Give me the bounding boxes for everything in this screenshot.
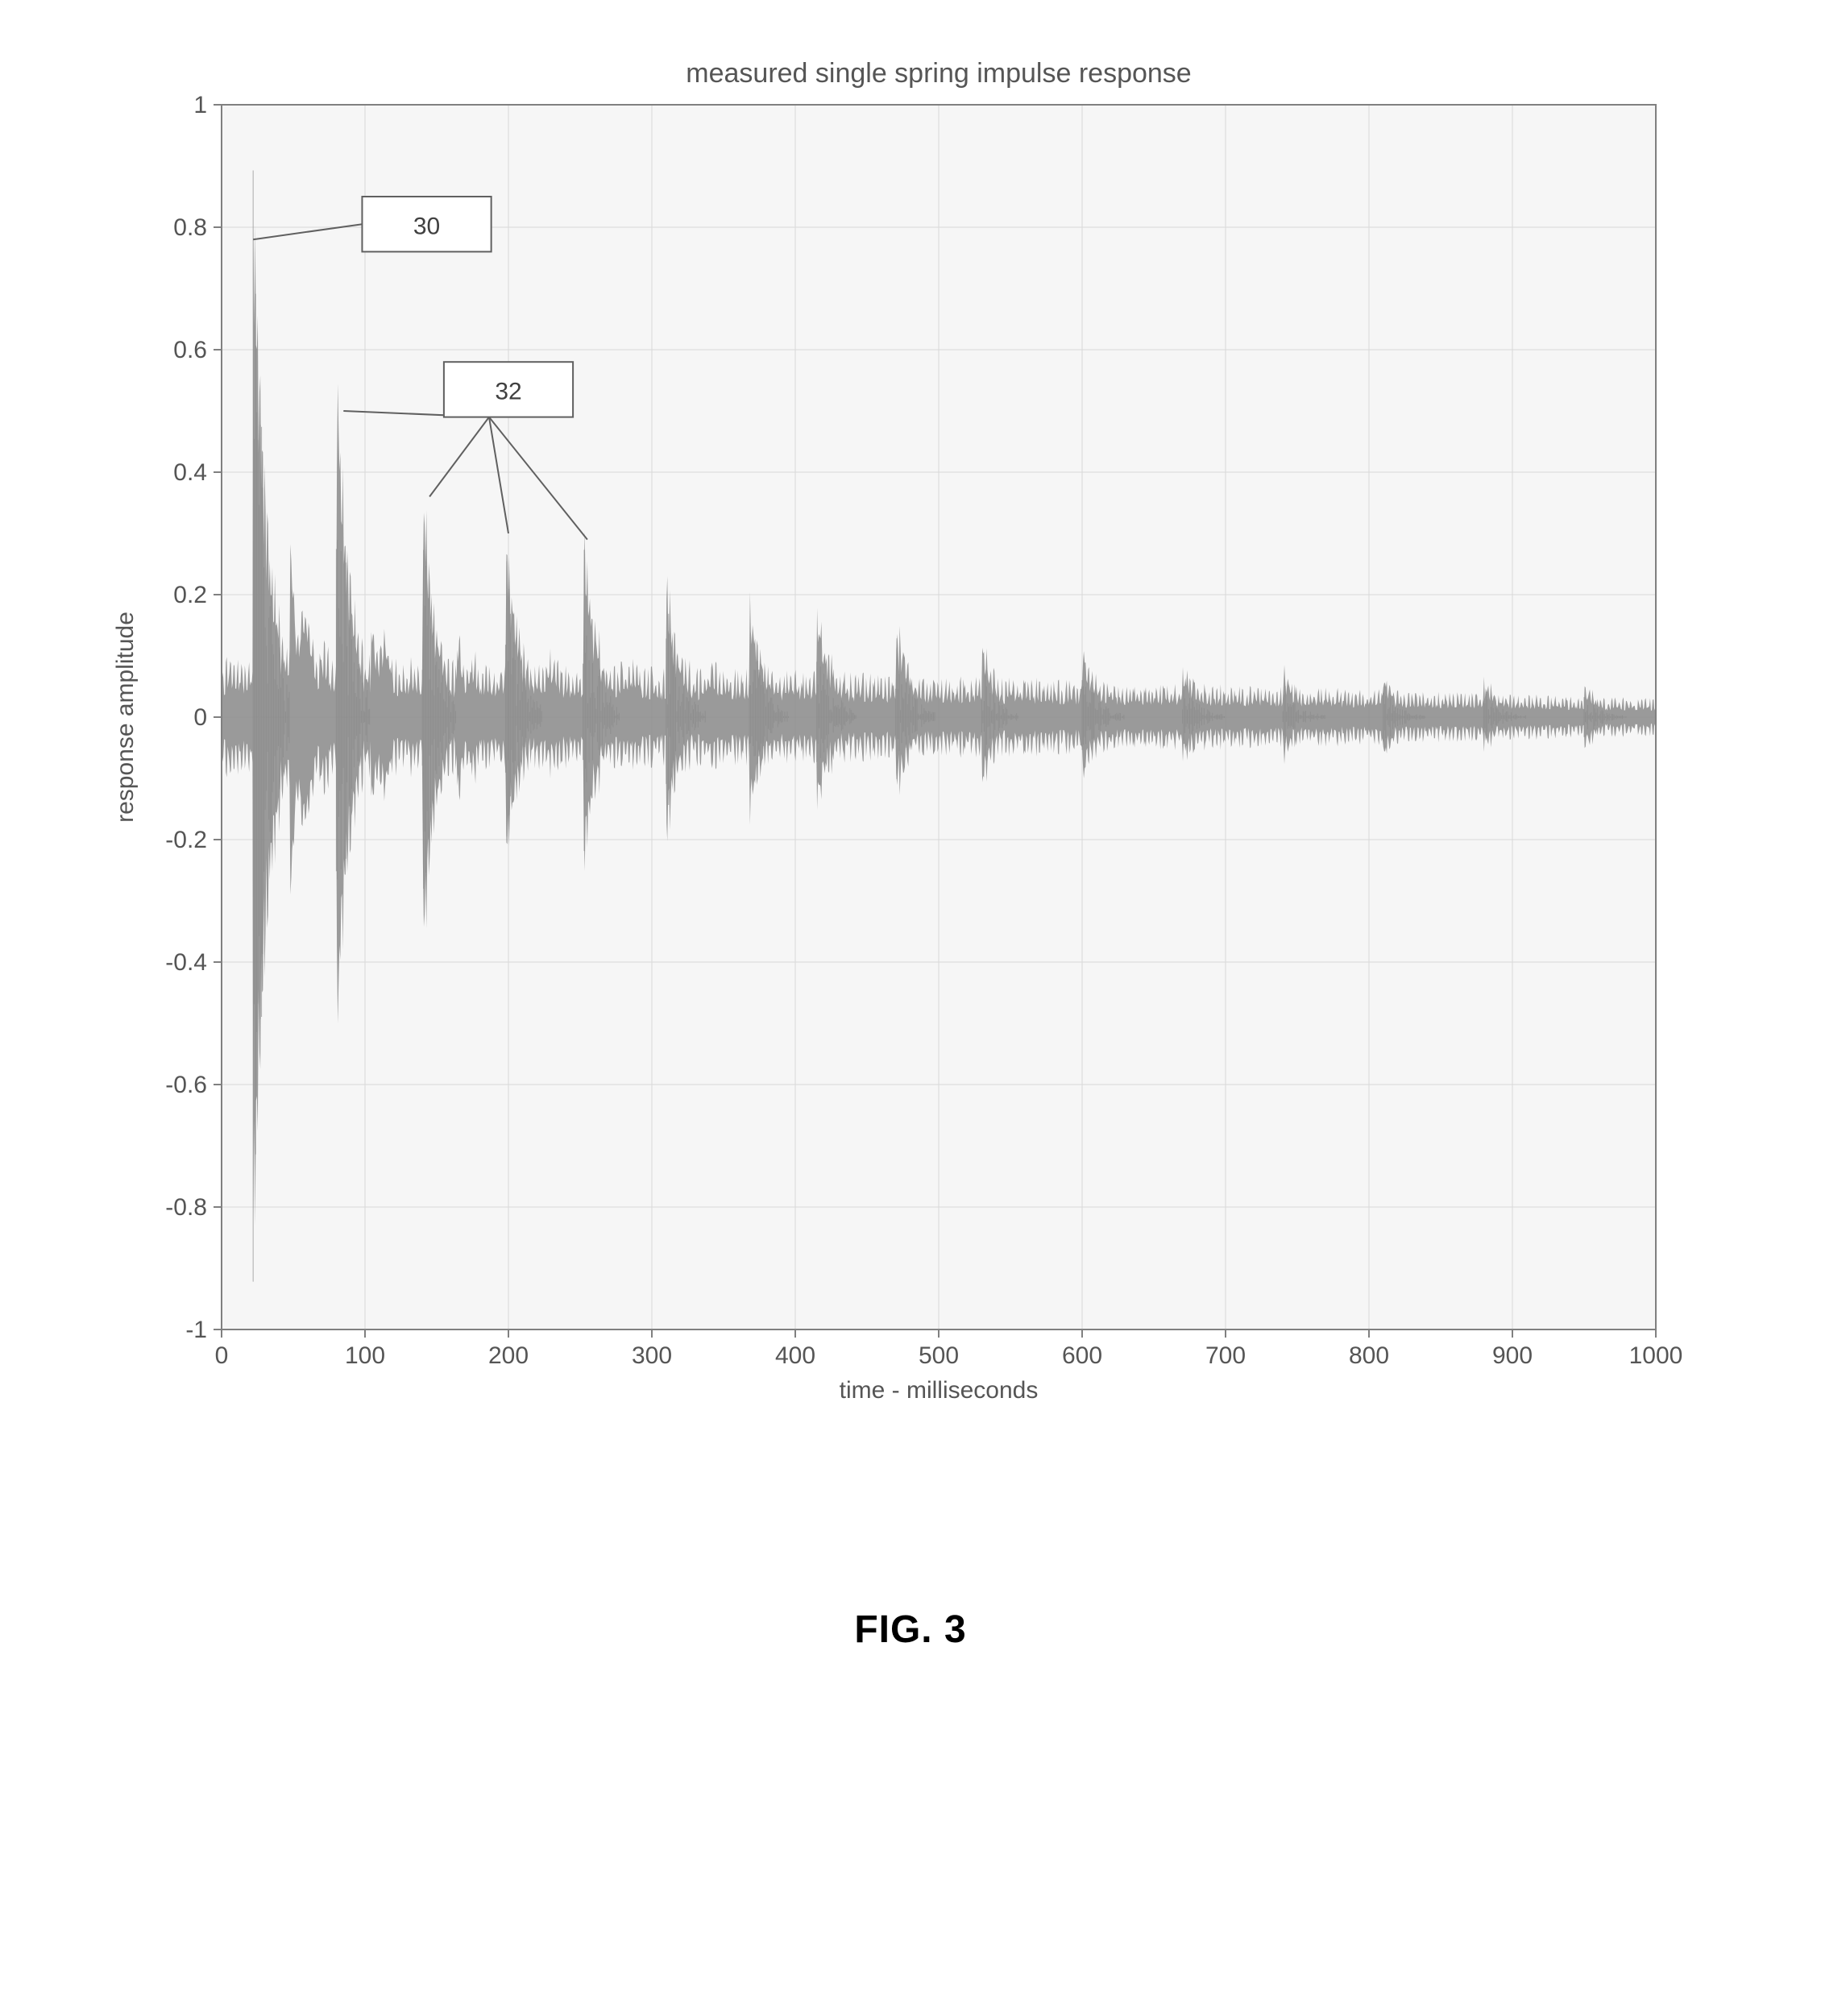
y-tick-label: -0.6	[165, 1072, 207, 1098]
y-tick-label: -0.8	[165, 1194, 207, 1221]
y-tick-label: 0	[193, 704, 207, 731]
x-tick-label: 400	[775, 1342, 815, 1369]
x-tick-label: 1000	[1629, 1342, 1683, 1369]
x-tick-label: 600	[1062, 1342, 1102, 1369]
x-axis-label: time - milliseconds	[840, 1377, 1039, 1404]
y-tick-label: 1	[193, 92, 207, 118]
annotation-label: 30	[413, 214, 440, 240]
figure-label: FIG. 3	[32, 1607, 1789, 1652]
x-tick-label: 800	[1349, 1342, 1389, 1369]
y-tick-label: 0.2	[173, 582, 207, 608]
y-tick-label: 0.6	[173, 337, 207, 363]
x-tick-label: 700	[1205, 1342, 1246, 1369]
x-tick-label: 100	[345, 1342, 385, 1369]
x-tick-label: 0	[215, 1342, 229, 1369]
impulse-response-chart: 01002003004005006007008009001000-1-0.8-0…	[85, 32, 1736, 1430]
y-tick-label: -1	[185, 1317, 207, 1343]
x-tick-label: 200	[488, 1342, 529, 1369]
y-axis-label: response amplitude	[112, 612, 139, 823]
y-tick-label: 0.4	[173, 459, 207, 486]
y-tick-label: -0.2	[165, 827, 207, 853]
x-tick-label: 300	[632, 1342, 672, 1369]
annotation-label: 32	[495, 379, 521, 405]
chart-svg: 01002003004005006007008009001000-1-0.8-0…	[85, 32, 1704, 1426]
y-tick-label: -0.4	[165, 949, 207, 976]
y-tick-label: 0.8	[173, 214, 207, 241]
chart-title: measured single spring impulse response	[686, 58, 1191, 89]
x-tick-label: 500	[919, 1342, 959, 1369]
x-tick-label: 900	[1492, 1342, 1533, 1369]
